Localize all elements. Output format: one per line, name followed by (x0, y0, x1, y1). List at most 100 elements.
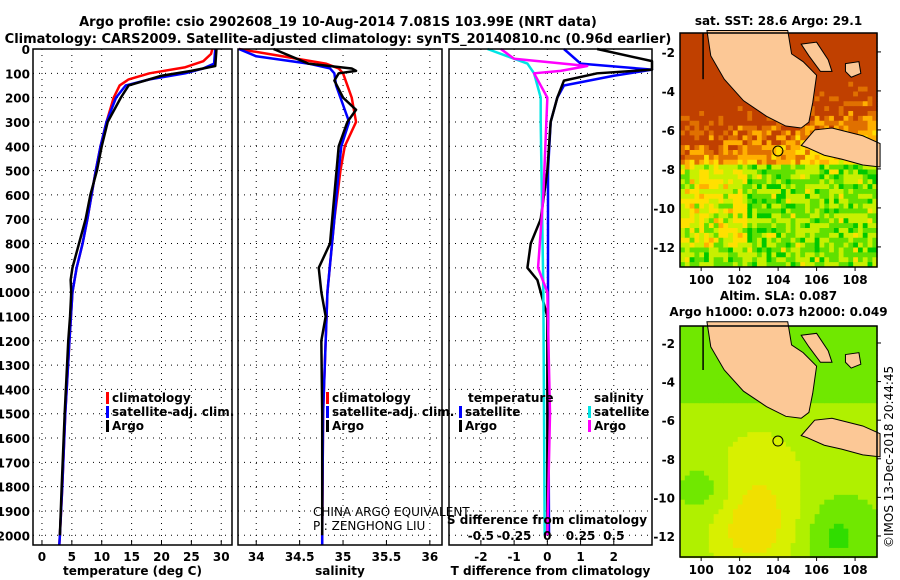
x-tick-label: 15 (123, 550, 140, 564)
lat-tick-label: -2 (662, 46, 675, 60)
y-tick-label: 1500 (0, 408, 30, 422)
y-tick-label: 300 (5, 116, 30, 130)
y-tick-label: 400 (5, 140, 30, 154)
y-tick-label: 1600 (0, 432, 30, 446)
x-tick-label: 35 (335, 550, 352, 564)
x-tick-label: 0 (543, 550, 551, 564)
y-tick-label: 1700 (0, 456, 30, 470)
lon-tick-label: 100 (689, 563, 714, 577)
legend-entry: climatology (332, 391, 411, 405)
series-line-t-argo (526, 47, 654, 536)
x-axis-label: salinity (315, 564, 365, 578)
lon-tick-label: 106 (804, 563, 829, 577)
x2-tick-label: 0 (543, 529, 551, 543)
annotation-line1: CHINA ARGO EQUIVALENT (313, 505, 470, 519)
lat-tick-label: -8 (662, 453, 675, 467)
legend-swatch (106, 420, 109, 432)
sst-map-panel: 100 102 104 106 108 -2 -4 -6 -8 -10 -12 sat. SST: 2… (653, 14, 881, 287)
y-tick-label: 200 (5, 92, 30, 106)
series-line-climatology (238, 47, 358, 545)
map-title: Altim. SLA: 0.087 (720, 289, 837, 303)
x-axis-label: T difference from climatology (451, 564, 651, 578)
profile-location-marker (772, 435, 784, 447)
lat-tick-label: -10 (653, 202, 675, 216)
x2-tick-label: 0.25 (566, 529, 596, 543)
series-line-argo (273, 47, 358, 536)
y-tick-label: 1100 (0, 310, 30, 324)
x-tick-label: 10 (93, 550, 110, 564)
land-sumatra (706, 321, 818, 419)
land-belitung (844, 352, 862, 369)
series-line-argo (58, 48, 218, 536)
credit: ©IMOS 13-Dec-2018 20:44:45 (882, 366, 896, 548)
land-sumatra (706, 29, 818, 129)
legend-swatch (459, 406, 462, 418)
lat-tick-label: -4 (662, 85, 675, 99)
legend-entry: Argo (594, 419, 626, 433)
lon-tick-label: 108 (843, 273, 868, 287)
land-bangka (800, 332, 833, 363)
annotation-line2: PI: ZENGHONG LIU (313, 519, 425, 533)
x-tick-label: -1 (507, 550, 520, 564)
legend-entry: satellite-adj. clim. (112, 405, 234, 419)
lon-tick-label: 106 (804, 273, 829, 287)
plot-frame (448, 48, 653, 546)
x-tick-label: 34 (248, 550, 265, 564)
legend-entry: Argo (332, 419, 364, 433)
y-tick-label: 900 (5, 262, 30, 276)
legend-swatch (326, 392, 329, 404)
x-tick-label: 1 (576, 550, 584, 564)
lat-tick-label: -6 (662, 414, 675, 428)
legend-swatch (588, 406, 591, 418)
salinity-panel: 34 34.5 35 35.5 36 salinity climatologysatelli… (237, 47, 470, 578)
land-belitung (844, 61, 862, 78)
y-tick-label: 700 (5, 213, 30, 227)
x-tick-label: 25 (183, 550, 200, 564)
sla-map-panel: 100 102 104 106 108 -2 -4 -6 -8 -10 -12 Altim. SLA:… (653, 289, 887, 577)
temperature-panel: 0 5 10 15 20 25 30 temperature (deg C) 0 100 200 30… (0, 43, 234, 578)
lon-tick-label: 104 (766, 563, 791, 577)
legend-title-temperature: temperature (468, 391, 553, 405)
y-tick-label: 0 (22, 43, 30, 57)
y-tick-label: 1900 (0, 505, 30, 519)
series-line-climatology (58, 48, 214, 546)
land-java (800, 127, 881, 168)
plot-frame (32, 48, 233, 546)
x-tick-label: -2 (474, 550, 487, 564)
legend-entry: satellite-adj. clim. (332, 405, 454, 419)
legend-entry: Argo (112, 419, 144, 433)
lon-tick-label: 102 (727, 563, 752, 577)
lat-tick-label: -4 (662, 376, 675, 390)
title-line1: Argo profile: csio 2902608_19 10-Aug-201… (79, 15, 597, 30)
x-tick-label: 36 (421, 550, 438, 564)
series-line-satellite-adj-clim- (58, 48, 217, 546)
plot-frame (237, 48, 443, 546)
y-tick-label: 100 (5, 67, 30, 81)
map-subtitle: Argo h1000: 0.073 h2000: 0.049 (669, 305, 887, 319)
grid (238, 48, 442, 545)
legend-swatch (588, 420, 591, 432)
legend-entry: satellite (465, 405, 520, 419)
y-tick-label: 600 (5, 189, 30, 203)
x-tick-label: 2 (610, 550, 618, 564)
y-tick-label: 1300 (0, 359, 30, 373)
y-tick-label: 500 (5, 165, 30, 179)
legend-swatch (326, 406, 329, 418)
legend-entry: satellite (594, 405, 649, 419)
x-tick-label: 5 (68, 550, 76, 564)
x-tick-label: 30 (213, 550, 230, 564)
y-tick-label: 1200 (0, 335, 30, 349)
y-tick-label: 2000 (0, 529, 30, 543)
lat-tick-label: -8 (662, 163, 675, 177)
legend-title-salinity: salinity (594, 391, 644, 405)
lon-tick-label: 104 (766, 273, 791, 287)
lat-tick-label: -2 (662, 337, 675, 351)
legend-entry: climatology (112, 391, 191, 405)
legend-swatch (326, 420, 329, 432)
profile-location-marker (772, 145, 784, 157)
x2-tick-label: -0.5 (468, 529, 494, 543)
lat-tick-label: -12 (653, 241, 675, 255)
x-tick-label: 35.5 (372, 550, 402, 564)
y-tick-label: 1800 (0, 481, 30, 495)
